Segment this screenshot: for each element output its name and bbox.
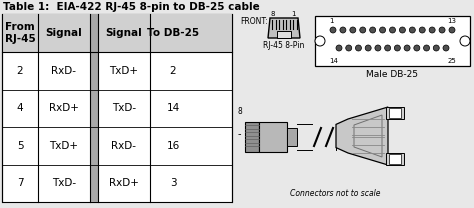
Text: 5: 5	[17, 141, 23, 151]
Bar	[287, 128, 297, 146]
Circle shape	[410, 27, 415, 33]
Circle shape	[384, 45, 391, 51]
Circle shape	[443, 45, 449, 51]
Text: 25: 25	[447, 58, 456, 64]
Text: 1: 1	[292, 11, 296, 17]
Circle shape	[340, 27, 346, 33]
Bar	[277, 31, 291, 38]
Text: 1: 1	[329, 18, 334, 24]
Text: 2: 2	[170, 66, 176, 76]
Bar	[2, 14, 232, 52]
Circle shape	[460, 36, 470, 46]
Text: RxD+: RxD+	[109, 178, 139, 188]
Circle shape	[315, 36, 325, 46]
Circle shape	[380, 27, 385, 33]
Circle shape	[330, 27, 336, 33]
Circle shape	[414, 45, 420, 51]
Circle shape	[419, 27, 425, 33]
Text: RxD-: RxD-	[52, 66, 76, 76]
Bar	[259, 122, 287, 152]
Text: Connectors not to scale: Connectors not to scale	[290, 189, 381, 198]
Text: TxD-: TxD-	[52, 178, 76, 188]
Bar	[389, 108, 401, 118]
Text: 8: 8	[271, 11, 275, 17]
Text: TxD+: TxD+	[49, 141, 79, 151]
Circle shape	[394, 45, 401, 51]
Text: Signal: Signal	[46, 28, 82, 38]
Circle shape	[346, 45, 352, 51]
Text: -: -	[238, 129, 241, 139]
Text: TxD+: TxD+	[109, 66, 138, 76]
Text: 2: 2	[17, 66, 23, 76]
Circle shape	[404, 45, 410, 51]
Bar	[386, 107, 404, 119]
Circle shape	[424, 45, 429, 51]
Text: Table 1:  EIA-422 RJ-45 8-pin to DB-25 cable: Table 1: EIA-422 RJ-45 8-pin to DB-25 ca…	[3, 2, 260, 12]
Text: 14: 14	[166, 103, 180, 113]
Bar	[389, 154, 401, 164]
Circle shape	[390, 27, 395, 33]
Text: Male DB-25: Male DB-25	[366, 70, 419, 79]
Bar	[245, 122, 259, 152]
Circle shape	[365, 45, 371, 51]
Circle shape	[336, 45, 342, 51]
Text: TxD-: TxD-	[112, 103, 136, 113]
Bar	[386, 153, 404, 165]
Bar	[90, 14, 98, 202]
Circle shape	[449, 27, 455, 33]
Text: 4: 4	[17, 103, 23, 113]
Circle shape	[400, 27, 405, 33]
Text: 3: 3	[170, 178, 176, 188]
Circle shape	[356, 45, 362, 51]
Text: Signal: Signal	[106, 28, 142, 38]
Circle shape	[433, 45, 439, 51]
Text: RxD+: RxD+	[49, 103, 79, 113]
Text: FRONT:: FRONT:	[240, 17, 268, 26]
Text: RJ-45 8-Pin: RJ-45 8-Pin	[264, 41, 305, 50]
Bar	[315, 16, 470, 66]
Circle shape	[370, 27, 376, 33]
Bar	[2, 14, 232, 202]
Polygon shape	[336, 107, 388, 165]
Circle shape	[375, 45, 381, 51]
Text: To DB-25: To DB-25	[147, 28, 199, 38]
Circle shape	[360, 27, 366, 33]
Text: 8: 8	[238, 107, 243, 116]
Text: 13: 13	[447, 18, 456, 24]
Text: From
RJ-45: From RJ-45	[5, 22, 36, 44]
Text: 16: 16	[166, 141, 180, 151]
Polygon shape	[268, 18, 300, 38]
Text: 7: 7	[17, 178, 23, 188]
Circle shape	[439, 27, 445, 33]
Circle shape	[429, 27, 435, 33]
Text: RxD-: RxD-	[111, 141, 137, 151]
Circle shape	[350, 27, 356, 33]
Text: 14: 14	[329, 58, 338, 64]
